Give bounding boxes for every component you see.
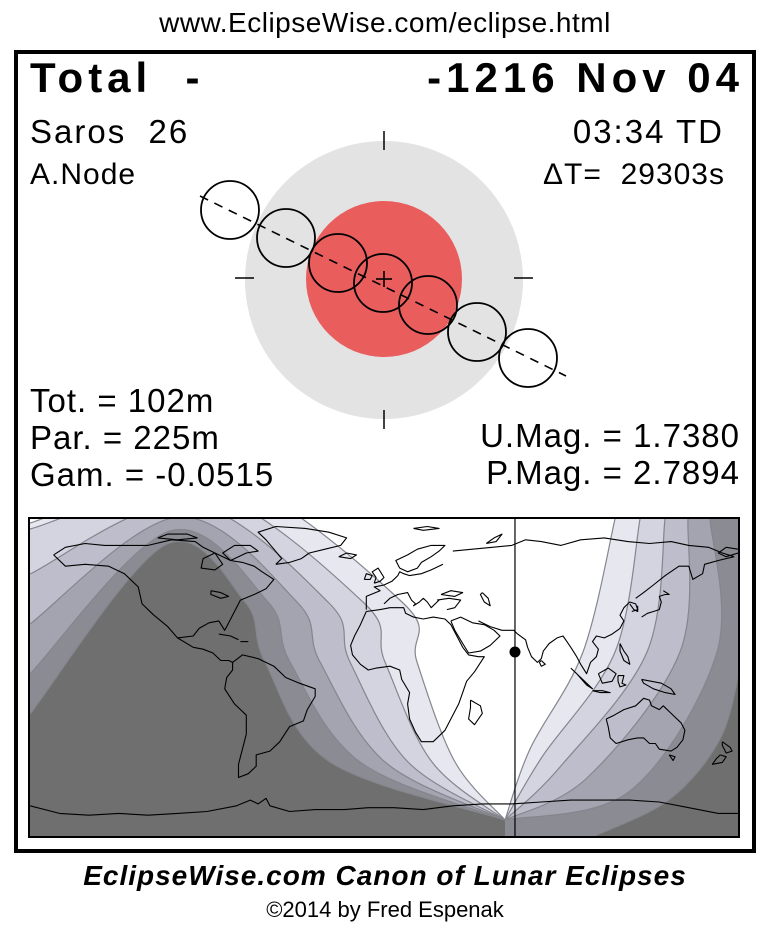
visibility-map-canvas (30, 519, 738, 836)
coastline (479, 592, 491, 607)
band-boundary (504, 519, 666, 821)
stat-penumbral-magnitude: P.Mag. = 2.7894 (486, 454, 740, 491)
coastline (222, 544, 259, 561)
coastline (617, 675, 627, 688)
band-boundary (30, 519, 506, 821)
band-boundary (504, 519, 616, 821)
visibility-band (505, 519, 738, 836)
visibility-band (595, 677, 738, 836)
saros-label: Saros 26 (30, 113, 190, 150)
coastline (641, 590, 670, 618)
coastline (371, 567, 385, 584)
node-label: A.Node (30, 158, 137, 191)
site-url: www.EclipseWise.com/eclipse.html (159, 7, 611, 38)
band-boundary (504, 519, 691, 821)
band-boundary (30, 528, 506, 821)
coastline (53, 539, 275, 639)
coastline (711, 754, 727, 765)
band-boundary (30, 519, 506, 821)
coastline (413, 525, 440, 531)
visibility-map (28, 517, 740, 838)
copyright-line: ©2014 by Fred Espenak (266, 897, 504, 922)
coastline (485, 533, 503, 545)
dynamical-time: 03:34 TD (572, 113, 724, 150)
coastline (538, 660, 546, 667)
band-boundary (30, 519, 506, 821)
delta-t-value: ΔT= 29303s (543, 158, 725, 191)
coastline (157, 533, 198, 541)
coastline (218, 633, 239, 641)
canon-title: EclipseWise.com Canon of Lunar Eclipses (83, 860, 687, 891)
coastline (350, 607, 485, 743)
eclipse-date: -1216 Nov 04 (427, 54, 744, 101)
coastline (395, 544, 446, 573)
coastline (200, 552, 224, 571)
coastline (605, 697, 686, 752)
stat-gamma: Gam. = -0.0515 (30, 456, 275, 493)
coastline (30, 797, 738, 816)
coastline (468, 699, 483, 726)
coastline (383, 592, 440, 609)
coastline (450, 616, 501, 654)
coastline (338, 552, 358, 560)
band-boundary (504, 519, 641, 821)
plate-frame (14, 50, 756, 853)
stat-partiality-duration: Par. = 225m (30, 419, 220, 456)
coastline (668, 754, 676, 762)
eclipse-type: Total - (30, 54, 205, 101)
coastline (641, 678, 676, 696)
coastline (592, 690, 611, 694)
coastline (721, 741, 733, 754)
coastline (257, 525, 348, 565)
coastline (597, 667, 617, 684)
coastline (177, 637, 233, 663)
coastline (570, 667, 594, 690)
coastline (437, 597, 462, 611)
coastline (363, 573, 373, 580)
stat-umbral-magnitude: U.Mag. = 1.7380 (480, 417, 740, 454)
coastline (224, 654, 316, 779)
band-boundary (594, 674, 738, 836)
coastline (619, 643, 631, 665)
band-boundary (504, 519, 723, 821)
coastline (365, 563, 444, 610)
coastline (629, 603, 639, 613)
coastline (717, 546, 738, 558)
coastline (478, 601, 639, 675)
stat-totality-duration: Tot. = 102m (30, 382, 215, 419)
coastline (452, 537, 735, 558)
sublunar-point (509, 646, 521, 658)
coastline (635, 556, 735, 599)
visibility-band (30, 541, 505, 836)
band-boundary (30, 519, 506, 821)
coastline (210, 590, 230, 599)
coastline (440, 590, 464, 597)
